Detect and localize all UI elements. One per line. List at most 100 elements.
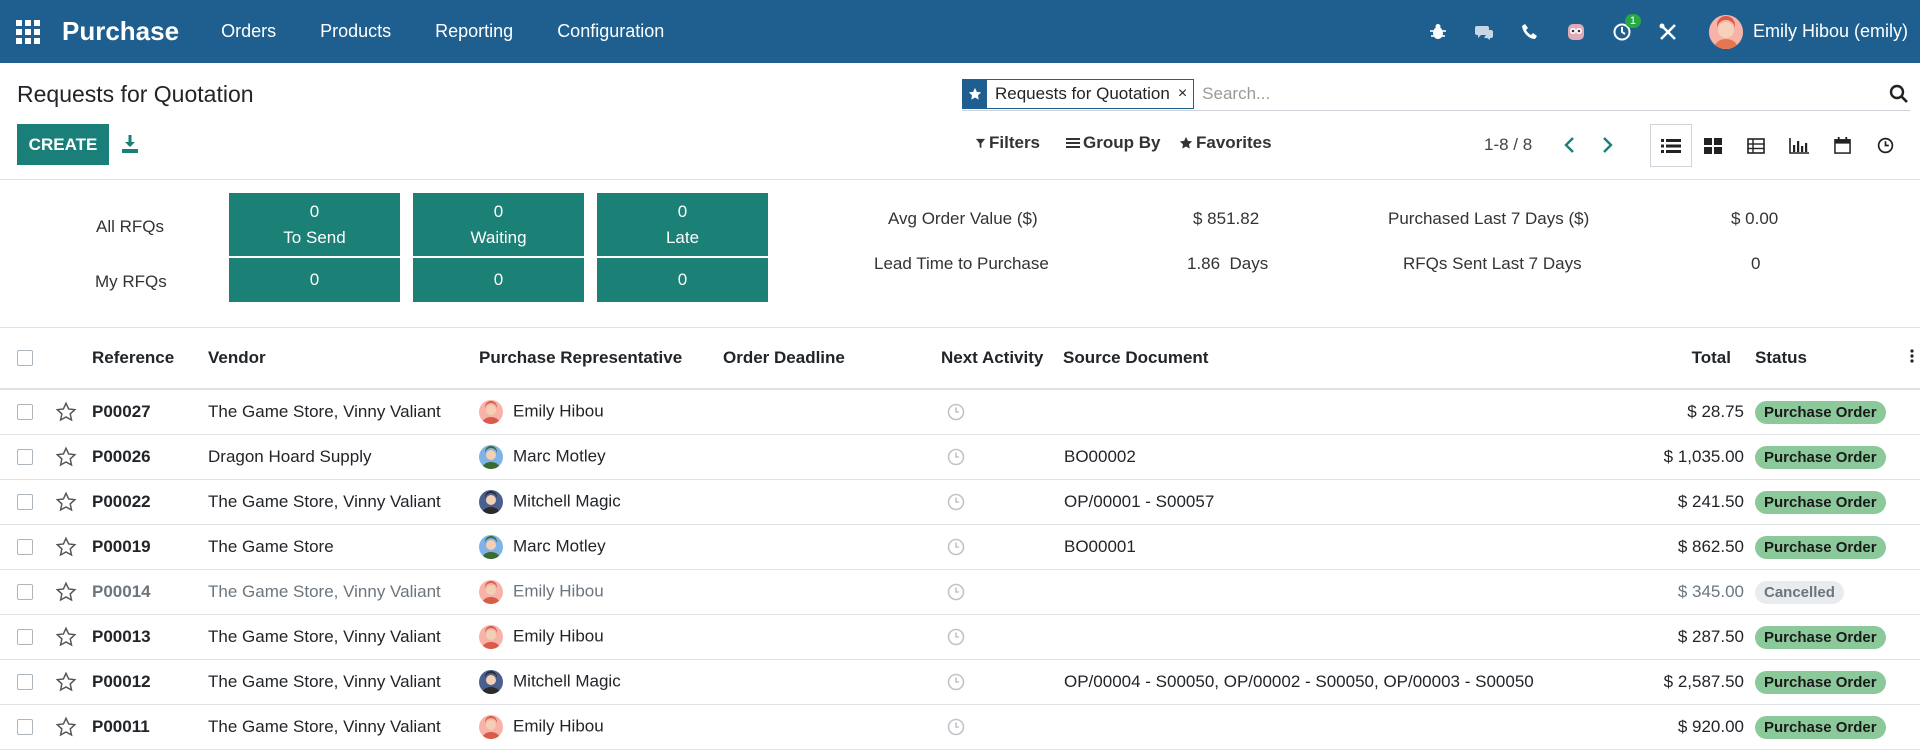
menu-products[interactable]: Products — [320, 21, 392, 41]
table-row[interactable]: P00026 Dragon Hoard Supply Marc Motley B… — [0, 435, 1920, 480]
row-checkbox[interactable] — [17, 449, 33, 465]
favorite-star-icon[interactable] — [55, 536, 77, 558]
favorite-star-icon[interactable] — [55, 446, 77, 468]
row-vendor: The Game Store — [208, 537, 334, 556]
row-vendor: The Game Store, Vinny Valiant — [208, 717, 441, 736]
download-icon[interactable] — [120, 133, 140, 155]
row-status: Purchase Order — [1755, 491, 1886, 514]
create-button[interactable]: CREATE — [17, 124, 109, 165]
waiting-my-cell[interactable]: 0 — [413, 258, 584, 302]
purchased-7days-label: Purchased Last 7 Days ($) — [1388, 209, 1590, 228]
app-brand[interactable]: Purchase — [62, 16, 180, 46]
table-row[interactable]: P00014 The Game Store, Vinny Valiant Emi… — [0, 570, 1920, 615]
header-reference[interactable]: Reference — [92, 348, 175, 367]
search-input[interactable] — [1202, 83, 1888, 104]
favorite-star-icon[interactable] — [55, 671, 77, 693]
facet-star-icon — [963, 79, 987, 108]
debug-bug-icon[interactable] — [1415, 0, 1461, 63]
activity-clock-icon[interactable] — [947, 673, 965, 691]
rep-avatar — [479, 535, 503, 559]
header-rep[interactable]: Purchase Representative — [479, 348, 683, 367]
row-checkbox[interactable] — [17, 539, 33, 555]
status-badge: Purchase Order — [1755, 401, 1886, 424]
activity-clock-icon[interactable] — [947, 448, 965, 466]
table-row[interactable]: P00012 The Game Store, Vinny Valiant Mit… — [0, 660, 1920, 705]
header-total[interactable]: Total — [1691, 348, 1731, 367]
menu-configuration[interactable]: Configuration — [557, 21, 665, 41]
table-row[interactable]: P00022 The Game Store, Vinny Valiant Mit… — [0, 480, 1920, 525]
filters-button[interactable]: Filters — [975, 133, 1040, 153]
row-checkbox[interactable] — [17, 629, 33, 645]
activity-clock-icon[interactable]: 1 — [1599, 0, 1645, 63]
row-checkbox[interactable] — [17, 674, 33, 690]
late-my-cell[interactable]: 0 — [597, 258, 768, 302]
activity-view-icon[interactable] — [1864, 124, 1906, 167]
row-checkbox[interactable] — [17, 584, 33, 600]
pager-previous-icon[interactable] — [1558, 133, 1582, 157]
favorite-star-icon[interactable] — [55, 401, 77, 423]
header-source[interactable]: Source Document — [1063, 348, 1209, 367]
late-all-cell[interactable]: 0 Late — [597, 193, 768, 256]
menu-reporting[interactable]: Reporting — [435, 21, 514, 41]
favorite-star-icon[interactable] — [55, 716, 77, 738]
list-view-icon[interactable] — [1650, 124, 1692, 167]
table-row[interactable]: P00013 The Game Store, Vinny Valiant Emi… — [0, 615, 1920, 660]
favorite-star-icon[interactable] — [55, 581, 77, 603]
activity-clock-icon[interactable] — [947, 493, 965, 511]
activity-clock-icon[interactable] — [947, 538, 965, 556]
waiting-all-cell[interactable]: 0 Waiting — [413, 193, 584, 256]
pager-next-icon[interactable] — [1595, 133, 1619, 157]
kanban-view-icon[interactable] — [1692, 124, 1734, 167]
to-send-all-count: 0 — [309, 201, 320, 221]
rep-name: Mitchell Magic — [513, 491, 621, 511]
to-send-my-cell[interactable]: 0 — [229, 258, 400, 302]
row-status: Purchase Order — [1755, 716, 1886, 739]
row-reference: P00019 — [92, 537, 151, 556]
activity-clock-icon[interactable] — [947, 718, 965, 736]
rfq-list-table: Reference Vendor Purchase Representative… — [0, 328, 1920, 750]
to-send-all-cell[interactable]: 0 To Send — [229, 193, 400, 256]
header-activity[interactable]: Next Activity — [941, 348, 1044, 367]
activity-clock-icon[interactable] — [947, 628, 965, 646]
row-status: Purchase Order — [1755, 536, 1886, 559]
pager-value[interactable]: 1-8 / 8 — [1484, 135, 1533, 154]
row-vendor: The Game Store, Vinny Valiant — [208, 402, 441, 421]
apps-grid-icon[interactable] — [16, 19, 40, 44]
favorite-star-icon[interactable] — [55, 626, 77, 648]
favorite-star-icon[interactable] — [55, 491, 77, 513]
activity-clock-icon[interactable] — [947, 583, 965, 601]
table-row[interactable]: P00011 The Game Store, Vinny Valiant Emi… — [0, 705, 1920, 750]
header-deadline[interactable]: Order Deadline — [723, 348, 845, 367]
groupby-button[interactable]: Group By — [1066, 133, 1160, 153]
status-badge: Cancelled — [1755, 581, 1844, 604]
table-row[interactable]: P00019 The Game Store Marc Motley BO0000… — [0, 525, 1920, 570]
lead-time-value: 1.86 Days — [1187, 254, 1269, 273]
row-vendor: The Game Store, Vinny Valiant — [208, 582, 441, 601]
search-icon[interactable] — [1888, 83, 1910, 105]
pivot-view-icon[interactable] — [1735, 124, 1777, 167]
row-checkbox[interactable] — [17, 404, 33, 420]
groupby-label: Group By — [1083, 133, 1161, 152]
header-vendor[interactable]: Vendor — [208, 348, 266, 367]
activity-clock-icon[interactable] — [947, 403, 965, 421]
select-all-checkbox[interactable] — [17, 350, 33, 366]
facet-remove-icon[interactable]: × — [1177, 84, 1188, 102]
chat-icon[interactable] — [1461, 0, 1507, 63]
row-checkbox[interactable] — [17, 494, 33, 510]
header-status[interactable]: Status — [1755, 348, 1807, 367]
row-reference: P00026 — [92, 447, 151, 466]
owl-icon[interactable] — [1553, 0, 1599, 63]
phone-icon[interactable] — [1507, 0, 1553, 63]
row-status: Purchase Order — [1755, 671, 1886, 694]
table-row[interactable]: P00027 The Game Store, Vinny Valiant Emi… — [0, 390, 1920, 435]
waiting-my-count: 0 — [493, 270, 504, 289]
favorites-star-icon — [1179, 136, 1193, 149]
row-checkbox[interactable] — [17, 719, 33, 735]
user-menu[interactable]: Emily Hibou (emily) — [1708, 14, 1908, 49]
optional-columns-icon[interactable] — [1910, 348, 1914, 368]
calendar-view-icon[interactable] — [1821, 124, 1863, 167]
graph-view-icon[interactable] — [1778, 124, 1820, 167]
menu-orders[interactable]: Orders — [221, 21, 277, 41]
tools-icon[interactable] — [1645, 0, 1691, 63]
favorites-button[interactable]: Favorites — [1179, 133, 1272, 153]
